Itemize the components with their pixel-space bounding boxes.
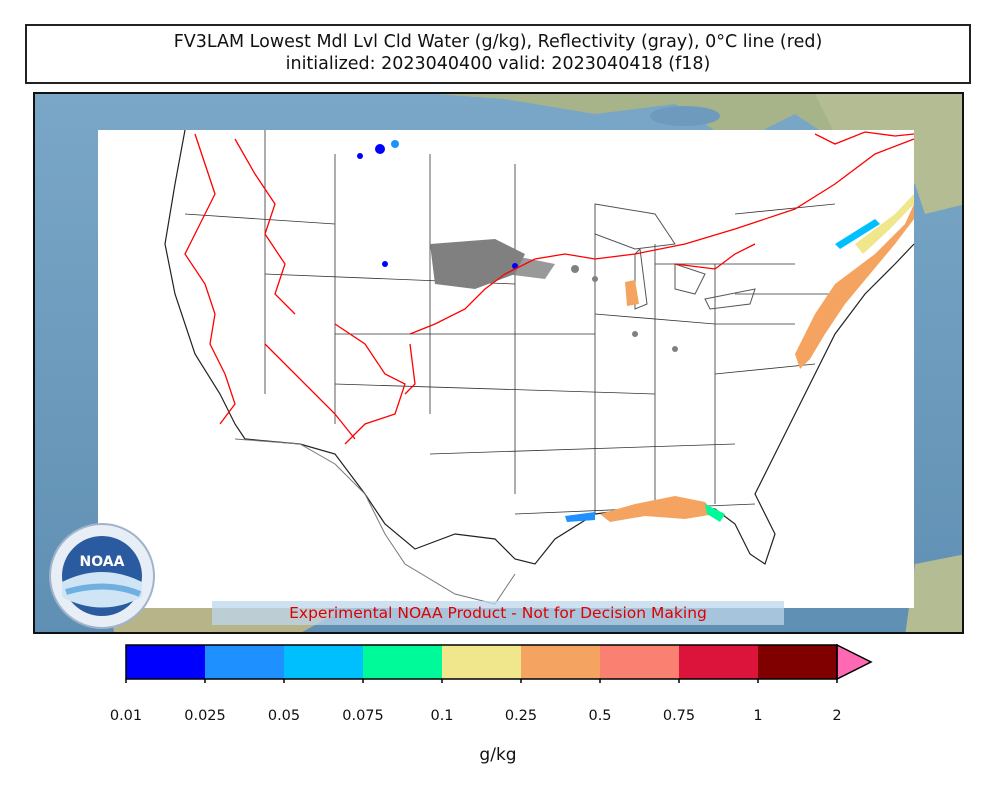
colorbar-tick-label: 0.05 [267,708,301,724]
colorbar-tick-label: 0.5 [588,708,612,724]
noaa-logo: NOAA [49,523,155,629]
cloud-water-shading [357,140,914,522]
noaa-logo-text: NOAA [80,554,125,570]
colorbar-extend-arrow [836,643,873,681]
map-canvas [35,94,962,632]
title-line-2: initialized: 2023040400 valid: 202304041… [285,54,711,74]
land-relief [105,94,962,164]
colorbar-swatch-8 [758,645,837,679]
colorbar-swatch-6 [600,645,679,679]
title-line-1: FV3LAM Lowest Mdl Lvl Cld Water (g/kg), … [173,32,823,52]
colorbar-tick-label: 2 [832,708,842,724]
map-panel [33,92,964,634]
colorbar-tick-label: 0.75 [662,708,696,724]
mexico-border [234,438,516,605]
freezing-line [184,131,915,445]
colorbar-swatch-7 [679,645,758,679]
colorbar-tick-label: 1 [753,708,763,724]
colorbar-swatch-4 [442,645,521,679]
disclaimer-banner: Experimental NOAA Product - Not for Deci… [212,601,784,625]
colorbar-swatch-5 [521,645,600,679]
colorbar-swatch-1 [205,645,284,679]
colorbar-tick-label: 0.01 [109,708,143,724]
colorbar [125,643,873,683]
land-relief-caribbean [905,554,962,632]
state-boundaries [184,130,836,515]
colorbar-swatch-2 [284,645,363,679]
map-title: FV3LAM Lowest Mdl Lvl Cld Water (g/kg), … [25,24,971,84]
great-lakes [594,203,756,310]
colorbar-tick-label: 0.1 [430,708,454,724]
colorbar-swatch-3 [363,645,442,679]
model-domain [98,130,914,608]
colorbar-swatch-0 [126,645,205,679]
colorbar-units: g/kg [479,745,517,765]
lake-superior-shape [650,106,720,126]
colorbar-tick-label: 0.025 [184,708,226,724]
colorbar-outline [125,644,838,680]
us-coastline [164,129,915,565]
colorbar-tick-label: 0.25 [504,708,538,724]
colorbar-tick-label: 0.075 [342,708,384,724]
